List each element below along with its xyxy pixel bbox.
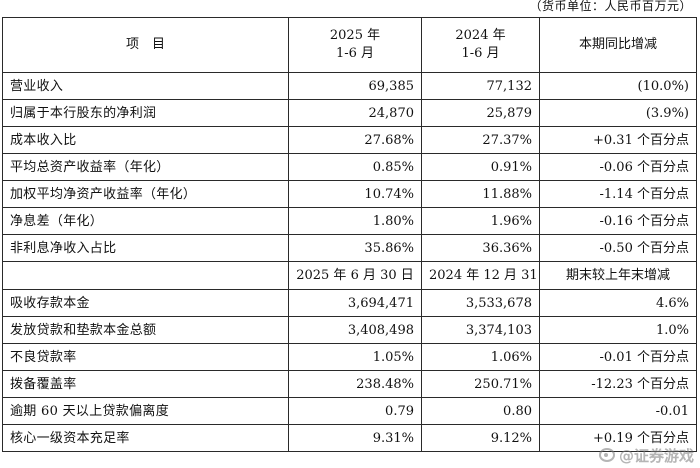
value-2024: 250.71% bbox=[421, 370, 540, 398]
value-2024: 0.91% bbox=[421, 153, 540, 181]
change-value: +0.31 个百分点 bbox=[539, 126, 697, 154]
change-value: -0.01 个百分点 bbox=[539, 343, 697, 371]
period-2025-year: 2025 年 bbox=[329, 28, 381, 43]
row-label: 核心一级资本充足率 bbox=[2, 424, 289, 452]
date-2024-12-31-header: 2024 年 12 月 31 日 bbox=[421, 261, 540, 290]
item-header-text: 项 目 bbox=[125, 37, 165, 52]
value-2024: 25,879 bbox=[421, 99, 540, 127]
date-2025-06-30-header: 2025 年 6 月 30 日 bbox=[288, 261, 422, 290]
value-2024: 9.12% bbox=[421, 424, 540, 452]
row-label: 营业收入 bbox=[2, 72, 289, 100]
table-row: 逾期 60 天以上贷款偏离度 0.79 0.80 -0.01 bbox=[2, 397, 697, 425]
row-label: 成本收入比 bbox=[2, 126, 289, 154]
change-value: +0.19 个百分点 bbox=[539, 424, 697, 452]
subheader-blank-cell bbox=[2, 261, 289, 290]
change-value: (3.9%) bbox=[539, 99, 697, 127]
value-2025: 9.31% bbox=[288, 424, 422, 452]
table-row: 营业收入 69,385 77,132 (10.0%) bbox=[2, 72, 697, 100]
change-value: -0.50 个百分点 bbox=[539, 234, 697, 262]
change-value: -0.06 个百分点 bbox=[539, 153, 697, 181]
change-value: -0.01 bbox=[539, 397, 697, 425]
value-2024: 0.80 bbox=[421, 397, 540, 425]
change-value: -12.23 个百分点 bbox=[539, 370, 697, 398]
table-header-row: 项 目 2025 年 1-6 月 2024 年 1-6 月 本期同比增减 bbox=[2, 17, 697, 73]
yoy-change-column-header: 本期同比增减 bbox=[539, 17, 697, 73]
value-2024: 77,132 bbox=[421, 72, 540, 100]
row-label: 加权平均净资产收益率（年化） bbox=[2, 180, 289, 208]
value-2024: 1.96% bbox=[421, 207, 540, 235]
table-row: 发放贷款和垫款本金总额 3,408,498 3,374,103 1.0% bbox=[2, 316, 697, 344]
row-label: 逾期 60 天以上贷款偏离度 bbox=[2, 397, 289, 425]
value-2024: 3,533,678 bbox=[421, 289, 540, 317]
period-2024-months: 1-6 月 bbox=[461, 46, 500, 61]
watermark: @证券游戏 bbox=[598, 446, 694, 465]
row-label: 不良贷款率 bbox=[2, 343, 289, 371]
change-value: -0.16 个百分点 bbox=[539, 207, 697, 235]
period-2024-column-header: 2024 年 1-6 月 bbox=[421, 17, 540, 73]
change-value: 1.0% bbox=[539, 316, 697, 344]
value-2025: 0.85% bbox=[288, 153, 422, 181]
row-label: 发放贷款和垫款本金总额 bbox=[2, 316, 289, 344]
change-value: 4.6% bbox=[539, 289, 697, 317]
table-row: 归属于本行股东的净利润 24,870 25,879 (3.9%) bbox=[2, 99, 697, 127]
value-2025: 238.48% bbox=[288, 370, 422, 398]
value-2025: 27.68% bbox=[288, 126, 422, 154]
item-column-header: 项 目 bbox=[2, 17, 289, 73]
value-2025: 10.74% bbox=[288, 180, 422, 208]
value-2025: 0.79 bbox=[288, 397, 422, 425]
change-value: (10.0%) bbox=[539, 72, 697, 100]
table-row: 核心一级资本充足率 9.31% 9.12% +0.19 个百分点 bbox=[2, 424, 697, 452]
row-label: 非利息净收入占比 bbox=[2, 234, 289, 262]
row-label: 净息差（年化） bbox=[2, 207, 289, 235]
value-2024: 27.37% bbox=[421, 126, 540, 154]
period-2024-year: 2024 年 bbox=[455, 28, 506, 43]
period-2025-column-header: 2025 年 1-6 月 bbox=[288, 17, 422, 73]
table-row: 拨备覆盖率 238.48% 250.71% -12.23 个百分点 bbox=[2, 370, 697, 398]
value-2025: 24,870 bbox=[288, 99, 422, 127]
table-row: 吸收存款本金 3,694,471 3,533,678 4.6% bbox=[2, 289, 697, 317]
value-2025: 3,408,498 bbox=[288, 316, 422, 344]
value-2024: 36.36% bbox=[421, 234, 540, 262]
row-label: 归属于本行股东的净利润 bbox=[2, 99, 289, 127]
change-value: -1.14 个百分点 bbox=[539, 180, 697, 208]
table-row: 平均总资产收益率（年化） 0.85% 0.91% -0.06 个百分点 bbox=[2, 153, 697, 181]
watermark-text: @证券游戏 bbox=[618, 446, 694, 465]
table-row: 非利息净收入占比 35.86% 36.36% -0.50 个百分点 bbox=[2, 234, 697, 262]
row-label: 平均总资产收益率（年化） bbox=[2, 153, 289, 181]
weibo-logo-icon bbox=[598, 448, 615, 462]
value-2025: 1.05% bbox=[288, 343, 422, 371]
row-label: 拨备覆盖率 bbox=[2, 370, 289, 398]
table-row: 不良贷款率 1.05% 1.06% -0.01 个百分点 bbox=[2, 343, 697, 371]
value-2024: 3,374,103 bbox=[421, 316, 540, 344]
table-row: 成本收入比 27.68% 27.37% +0.31 个百分点 bbox=[2, 126, 697, 154]
value-2025: 1.80% bbox=[288, 207, 422, 235]
period-end-change-header: 期末较上年末增减 bbox=[539, 261, 697, 290]
value-2025: 69,385 bbox=[288, 72, 422, 100]
value-2024: 11.88% bbox=[421, 180, 540, 208]
yoy-change-header-text: 本期同比增减 bbox=[578, 37, 657, 52]
table-row: 加权平均净资产收益率（年化） 10.74% 11.88% -1.14 个百分点 bbox=[2, 180, 697, 208]
row-label: 吸收存款本金 bbox=[2, 289, 289, 317]
currency-unit-note: （货币单位：人民币百万元） bbox=[529, 0, 692, 13]
value-2024: 1.06% bbox=[421, 343, 540, 371]
value-2025: 3,694,471 bbox=[288, 289, 422, 317]
table-row: 净息差（年化） 1.80% 1.96% -0.16 个百分点 bbox=[2, 207, 697, 235]
period-2025-months: 1-6 月 bbox=[335, 46, 375, 61]
key-financial-indicators-table: 项 目 2025 年 1-6 月 2024 年 1-6 月 本期同比增减 营业收… bbox=[2, 17, 697, 452]
value-2025: 35.86% bbox=[288, 234, 422, 262]
